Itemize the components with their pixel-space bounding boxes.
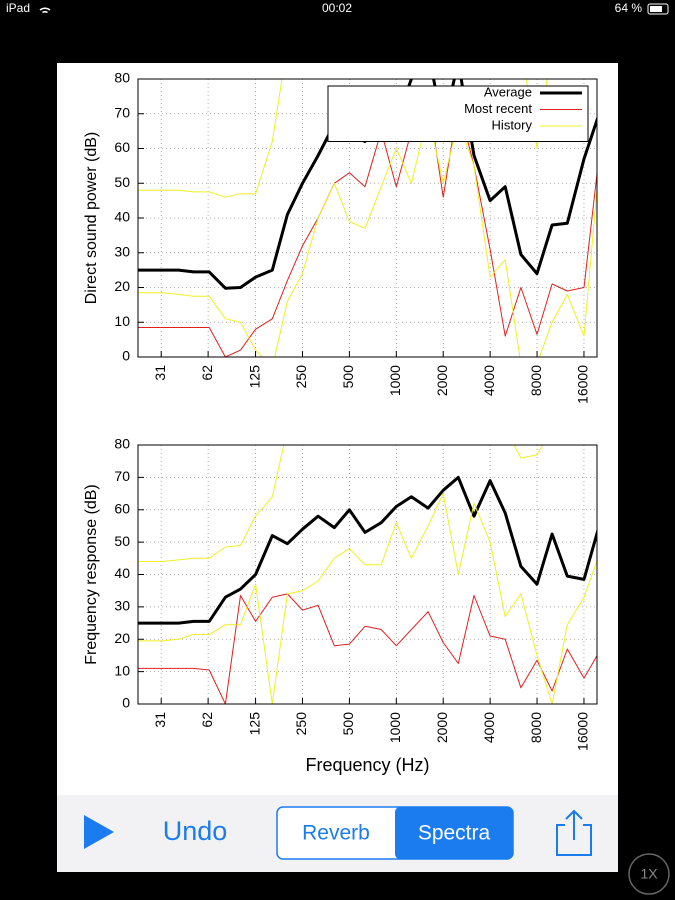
y-tick-label: 10 — [114, 313, 130, 329]
y-tick-label: 70 — [114, 468, 130, 484]
plot-frame — [137, 78, 598, 358]
legend-label: Most recent — [464, 101, 532, 116]
share-button[interactable] — [556, 809, 592, 856]
y-tick-label: 70 — [114, 104, 130, 120]
x-tick-label: 62 — [199, 365, 215, 381]
legend-label: History — [492, 117, 533, 132]
segment-selected — [395, 807, 513, 859]
play-button[interactable] — [84, 815, 114, 849]
battery-icon — [647, 3, 669, 15]
x-tick-label: 4000 — [481, 365, 497, 396]
x-tick-label: 500 — [340, 365, 356, 389]
series-line — [138, 113, 597, 357]
x-tick-label: 31 — [152, 712, 168, 728]
x-tick-label: 125 — [246, 365, 262, 389]
x-tick-label: 8000 — [528, 712, 544, 743]
legend-label: Average — [484, 84, 532, 99]
x-tick-label: 62 — [199, 712, 215, 728]
share-arrow — [565, 809, 583, 840]
x-tick-label: 500 — [340, 712, 356, 736]
zoom-label: 1X — [640, 866, 658, 882]
clock: 00:02 — [322, 1, 352, 15]
x-tick-label: 8000 — [528, 365, 544, 396]
x-tick-label: 31 — [152, 365, 168, 381]
y-tick-label: 10 — [114, 662, 130, 678]
series-line — [138, 95, 597, 357]
y-tick-label: 80 — [114, 70, 130, 86]
device-name: iPad — [6, 1, 30, 15]
wifi-icon — [39, 7, 51, 14]
x-tick-label: 16000 — [575, 712, 591, 751]
x-tick-label: 250 — [293, 712, 309, 736]
y-axis-label: Direct sound power (dB) — [83, 132, 100, 305]
x-tick-label: 4000 — [481, 712, 497, 743]
segment-label[interactable]: Spectra — [418, 822, 491, 845]
x-tick-label: 16000 — [575, 365, 591, 404]
y-tick-label: 40 — [114, 565, 130, 581]
y-tick-label: 40 — [114, 209, 130, 225]
series-line — [138, 493, 597, 704]
segment-label[interactable]: Reverb — [302, 822, 370, 845]
legend-box — [327, 85, 589, 142]
x-tick-label: 250 — [293, 365, 309, 389]
y-tick-label: 50 — [114, 533, 130, 549]
series-line — [138, 445, 544, 562]
y-tick-label: 60 — [114, 500, 130, 516]
x-tick-label: 2000 — [434, 712, 450, 743]
x-axis-label: Frequency (Hz) — [305, 755, 429, 775]
y-tick-label: 20 — [114, 630, 130, 646]
y-axis-label: Frequency response (dB) — [83, 484, 100, 665]
y-tick-label: 30 — [114, 598, 130, 614]
x-tick-label: 1000 — [387, 712, 403, 743]
plot-frame — [137, 444, 598, 705]
y-tick-label: 60 — [114, 139, 130, 155]
battery-percent: 64 % — [615, 1, 643, 15]
undo-button[interactable]: Undo — [163, 816, 228, 846]
x-tick-label: 125 — [246, 712, 262, 736]
y-tick-label: 20 — [114, 278, 130, 294]
series-line — [138, 593, 597, 704]
app-panel — [57, 63, 618, 872]
zoom-button[interactable] — [628, 853, 670, 895]
x-tick-label: 2000 — [434, 365, 450, 396]
segmented-control: Reverb Spectra — [276, 806, 514, 860]
y-tick-label: 0 — [122, 695, 130, 711]
x-tick-label: 1000 — [387, 365, 403, 396]
y-tick-label: 30 — [114, 243, 130, 259]
battery-level — [650, 6, 662, 12]
y-tick-label: 50 — [114, 174, 130, 190]
y-tick-label: 0 — [122, 348, 130, 364]
y-tick-label: 80 — [114, 436, 130, 452]
share-box — [556, 824, 592, 856]
series-line — [138, 475, 597, 625]
